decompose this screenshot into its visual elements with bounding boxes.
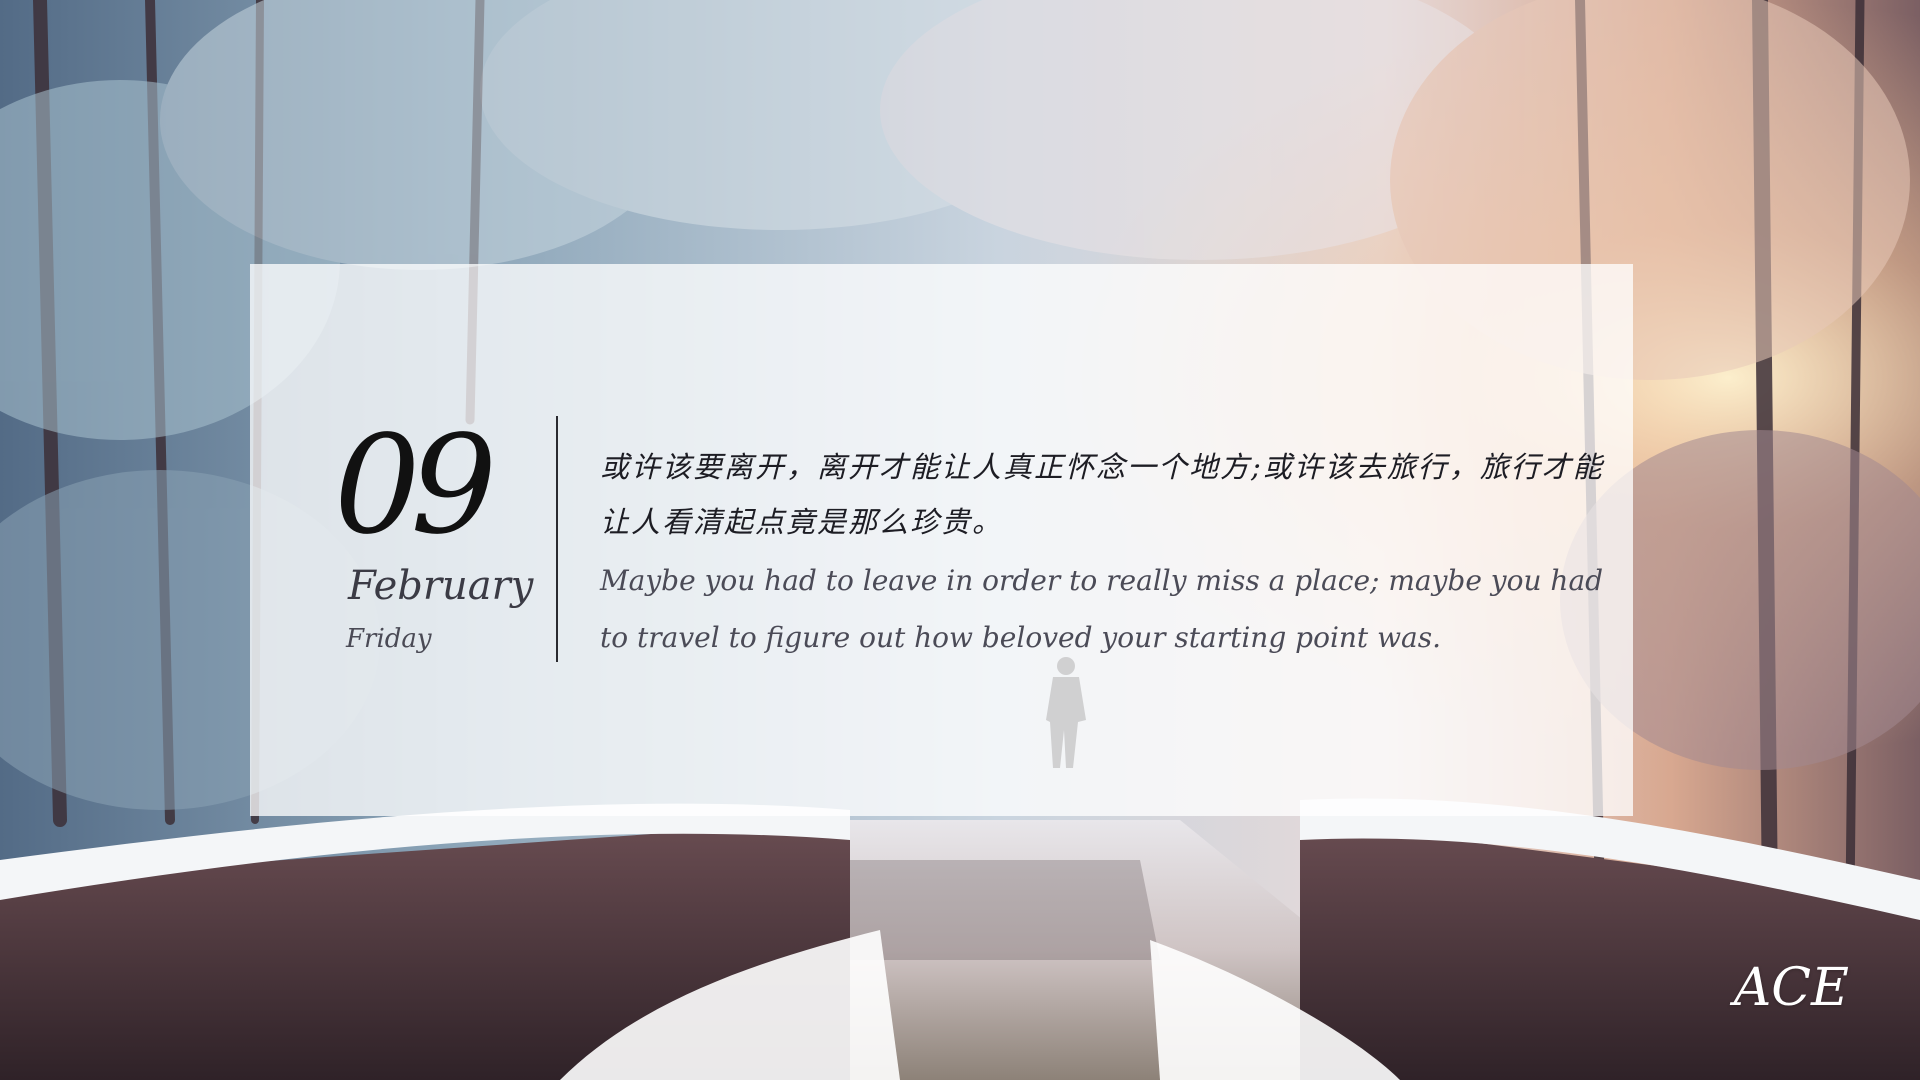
- quote-chinese: 或许该要离开，离开才能让人真正怀念一个地方;或许该去旅行，旅行才能让人看清起点竟…: [600, 450, 1604, 539]
- day-number: 09: [334, 407, 497, 565]
- quote-english: Maybe you had to leave in order to reall…: [600, 564, 1604, 654]
- month-label: February: [348, 563, 534, 609]
- weekday-label: Friday: [346, 624, 432, 654]
- brand-logo: ACE: [1733, 958, 1849, 1018]
- vertical-divider: [556, 416, 558, 662]
- quote-card: 09 February Friday 或许该要离开，离开才能让人真正怀念一个地方…: [250, 264, 1633, 816]
